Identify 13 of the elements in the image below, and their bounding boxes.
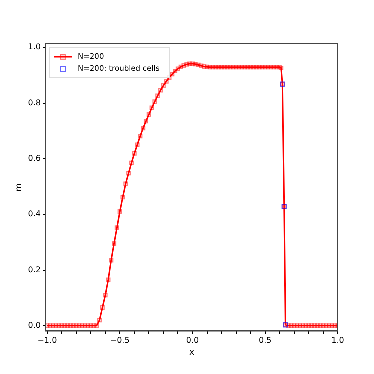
y-tick-label: 0.0 (28, 320, 41, 330)
y-axis-title: m (14, 183, 24, 192)
x-tick-label: 0.0 (186, 336, 200, 346)
y-tick-label: 1.0 (28, 42, 41, 52)
x-tick-label: 1.0 (332, 336, 344, 346)
y-tick-label: 0.4 (28, 210, 41, 219)
y-tick-label: 0.2 (28, 265, 41, 274)
y-tick-label: 0.8 (28, 98, 41, 108)
x-tick-label: 0.5 (258, 336, 272, 346)
x-axis-title: x (189, 348, 195, 358)
x-tick-label: −1.0 (38, 336, 58, 346)
x-tick-label: −0.5 (110, 336, 130, 346)
y-tick-label: 0.6 (28, 154, 41, 164)
